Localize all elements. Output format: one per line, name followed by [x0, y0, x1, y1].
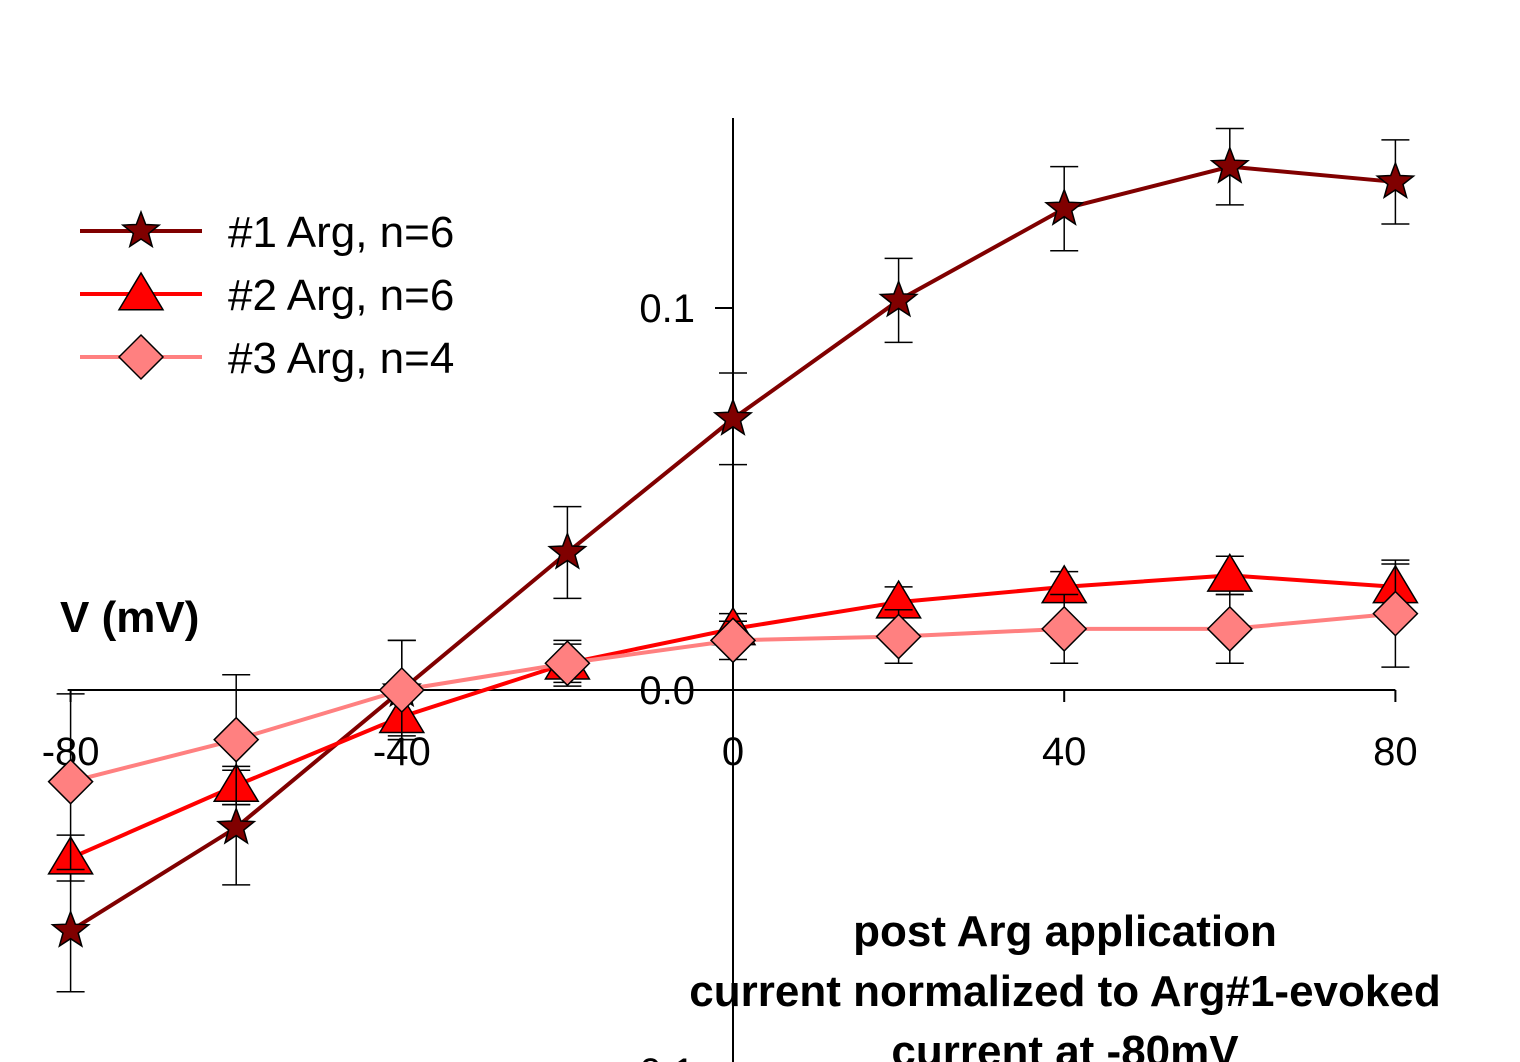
y-axis-title-line: current normalized to Arg#1-evoked — [689, 967, 1440, 1016]
legend-label: #1 Arg, n=6 — [228, 208, 454, 257]
data-point — [378, 666, 425, 714]
data-point — [47, 758, 94, 805]
data-point — [878, 279, 919, 318]
legend-marker-star — [120, 209, 162, 249]
data-point — [216, 806, 257, 845]
legend-item-1: #1 Arg, n=6 — [80, 208, 454, 257]
legend-marker-triangle — [117, 271, 165, 311]
data-point — [1206, 605, 1253, 652]
data-point — [50, 909, 91, 948]
series-3 — [47, 559, 1419, 871]
data-point — [1375, 160, 1416, 200]
x-tick-label: 80 — [1373, 730, 1418, 774]
y-axis-title-line: current at -80mV — [891, 1027, 1239, 1062]
y-tick-label: 0.1 — [639, 287, 695, 331]
legend-label: #2 Arg, n=6 — [228, 271, 454, 320]
legend-marker-diamond — [117, 333, 165, 381]
legend-item-3: #3 Arg, n=4 — [80, 333, 454, 383]
x-tick-label: 40 — [1042, 730, 1087, 774]
legend-label: #3 Arg, n=4 — [228, 334, 454, 383]
x-tick-label: 0 — [722, 730, 744, 774]
data-point — [1206, 552, 1254, 592]
y-axis-title-line: post Arg application — [853, 907, 1277, 956]
data-point — [1041, 605, 1088, 652]
x-axis-title: V (mV) — [60, 593, 199, 642]
series-group — [47, 127, 1419, 993]
legend-item-2: #2 Arg, n=6 — [80, 271, 454, 320]
y-tick-label: -0.1 — [626, 1051, 695, 1062]
data-point — [1044, 187, 1085, 226]
data-point — [1209, 145, 1250, 184]
data-point — [875, 613, 922, 660]
y-axis-title: post Arg application current normalized t… — [689, 907, 1440, 1062]
data-point — [712, 397, 754, 436]
data-point — [709, 617, 757, 664]
y-tick-label: 0.0 — [639, 669, 695, 713]
legend: #1 Arg, n=6 #2 Arg, n=6 #3 Arg, n=4 — [80, 208, 454, 383]
data-point — [544, 640, 591, 687]
data-point — [547, 531, 588, 570]
data-point — [1372, 590, 1419, 637]
data-point — [213, 716, 260, 763]
